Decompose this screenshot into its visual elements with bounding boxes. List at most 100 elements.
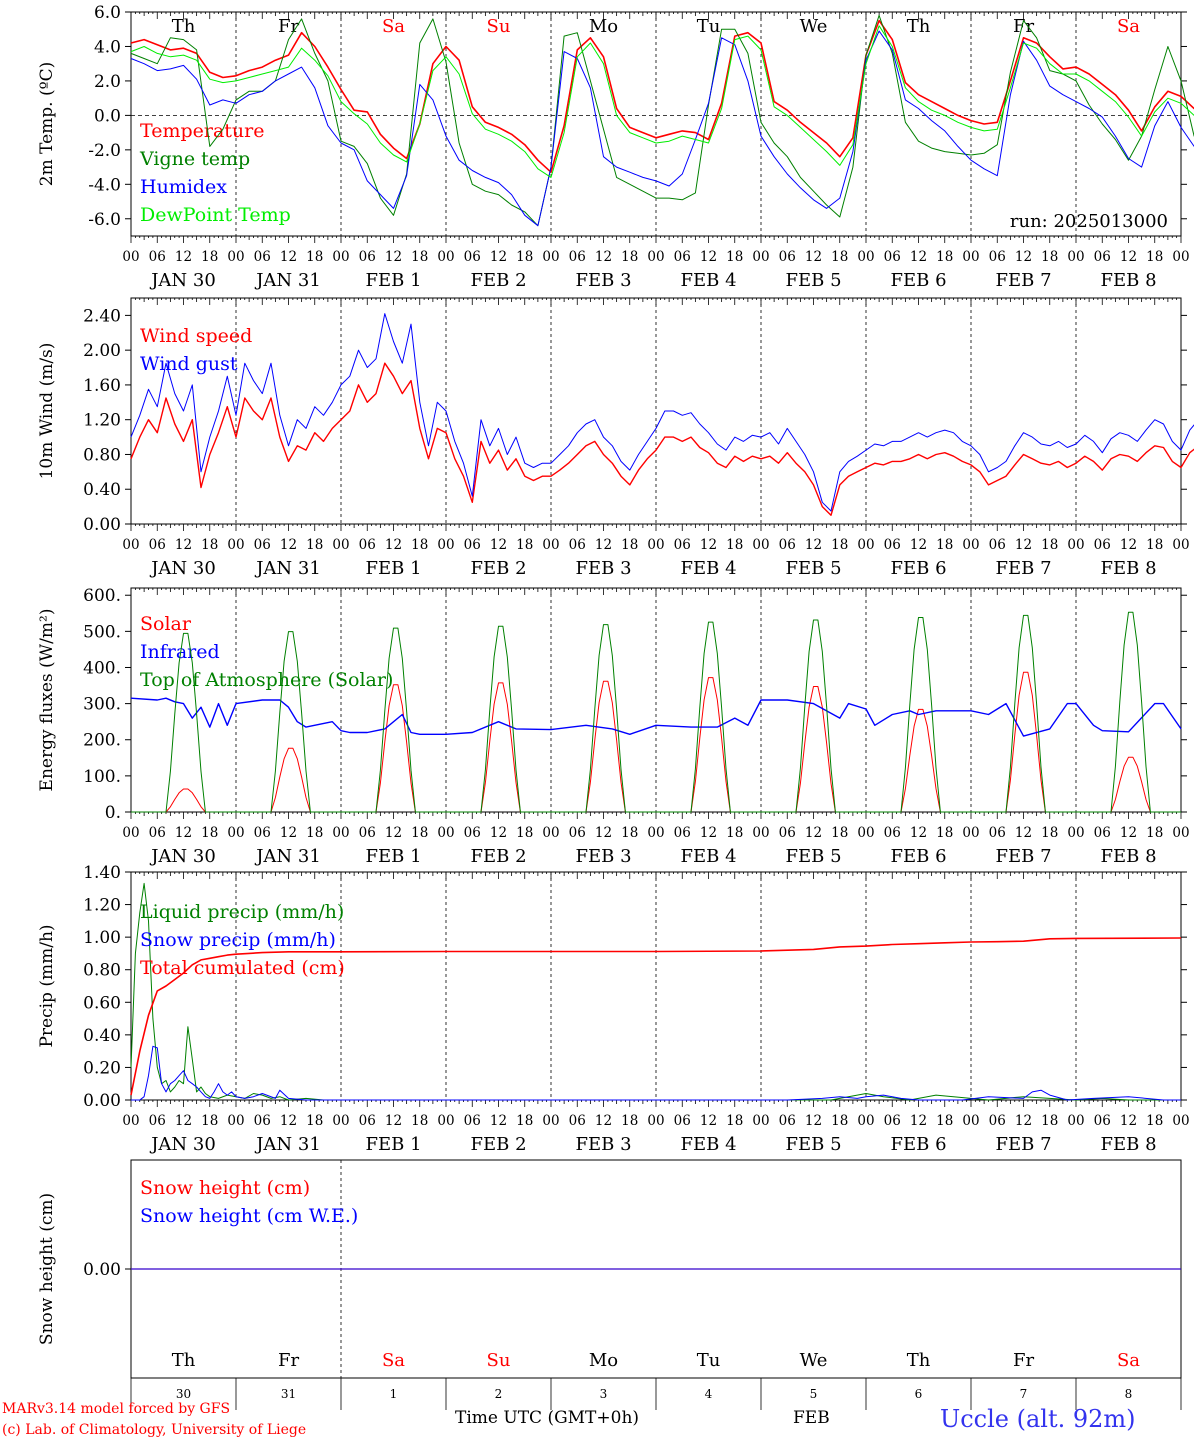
series-line-infrared	[130, 697, 1182, 737]
hour-tick-label: 06	[464, 1113, 481, 1129]
date-label: JAN 30	[149, 558, 216, 579]
y-tick-label: -6.0	[88, 210, 121, 230]
station-name: Uccle (alt. 92m)	[940, 1405, 1136, 1433]
y-tick-label: 0.40	[83, 480, 121, 500]
y-tick-label: 2.40	[83, 306, 121, 326]
y-axis-label: Energy fluxes (W/m²)	[37, 609, 57, 792]
hour-tick-label: 18	[201, 825, 218, 841]
y-tick-label: 1.20	[83, 896, 121, 916]
date-label: JAN 31	[254, 1134, 321, 1155]
date-label: JAN 31	[254, 558, 321, 579]
series-line-top-of-atmosphere-solar	[131, 611, 1181, 813]
hour-tick-label: 18	[516, 1113, 533, 1129]
hour-tick-label: 00	[857, 825, 874, 841]
hour-tick-label: 00	[857, 249, 874, 265]
hour-tick-label: 00	[227, 1113, 244, 1129]
hour-tick-label: 00	[647, 825, 664, 841]
hour-tick-label: 18	[516, 825, 533, 841]
hour-tick-label: 18	[936, 249, 953, 265]
hour-tick-label: 06	[149, 825, 166, 841]
date-label: JAN 31	[254, 270, 321, 291]
hour-tick-label: 06	[674, 1113, 691, 1129]
hour-tick-label: 12	[175, 825, 192, 841]
hour-tick-label: 06	[464, 825, 481, 841]
date-label: FEB 1	[365, 846, 421, 867]
weekday-label: Mo	[589, 1350, 618, 1371]
hour-tick-label: 18	[726, 249, 743, 265]
day-number-label: 6	[915, 1387, 923, 1401]
hour-tick-label: 00	[1067, 537, 1084, 553]
weekday-label: Fr	[1013, 16, 1034, 37]
date-label: FEB 1	[365, 1134, 421, 1155]
hour-tick-label: 12	[1120, 537, 1137, 553]
legend-entry: Humidex	[140, 176, 227, 198]
hour-tick-label: 12	[1015, 537, 1032, 553]
panel-4: 0.00 0.20 0.40 0.60 0.80 1.00 1.20 1.40 Precip (…	[37, 863, 1190, 1155]
hour-tick-label: 12	[595, 249, 612, 265]
weekday-label: Sa	[1117, 16, 1140, 37]
hour-tick-label: 00	[752, 825, 769, 841]
hour-tick-label: 06	[359, 537, 376, 553]
weekday-label: Sa	[382, 16, 405, 37]
hour-tick-label: 00	[437, 537, 454, 553]
hour-tick-label: 06	[569, 249, 586, 265]
y-axis-label: Precip (mm/h)	[37, 924, 57, 1047]
series-line-liquid-precip-mm-h	[130, 882, 1181, 1101]
hour-tick-label: 00	[962, 825, 979, 841]
day-number-label: 7	[1020, 1387, 1028, 1401]
date-label: FEB 8	[1100, 1134, 1156, 1155]
date-label: FEB 8	[1100, 846, 1156, 867]
y-tick-label: 1.00	[83, 928, 121, 948]
hour-tick-label: 18	[411, 1113, 428, 1129]
weekday-label: Sa	[1117, 1350, 1140, 1371]
y-axis-label: Snow height (cm)	[37, 1193, 57, 1345]
weekday-label: Su	[487, 16, 511, 37]
hour-tick-label: 00	[122, 537, 139, 553]
y-tick-label: 1.60	[83, 376, 121, 396]
date-label: FEB 7	[995, 558, 1051, 579]
hour-tick-label: 18	[1146, 1113, 1163, 1129]
hour-tick-label: 18	[201, 537, 218, 553]
date-label: JAN 30	[149, 270, 216, 291]
hour-tick-label: 06	[989, 537, 1006, 553]
y-tick-label: 0.80	[83, 445, 121, 465]
weekday-label: Th	[907, 16, 931, 37]
date-label: FEB 1	[365, 558, 421, 579]
y-tick-label: 500.	[83, 622, 121, 642]
day-number-label: 3	[600, 1387, 608, 1401]
legend-entry: Wind gust	[140, 353, 238, 375]
hour-tick-label: 06	[149, 249, 166, 265]
y-tick-label: 0.00	[83, 515, 121, 535]
hour-tick-label: 00	[227, 537, 244, 553]
day-number-label: 1	[390, 1387, 398, 1401]
hour-tick-label: 18	[621, 537, 638, 553]
date-label: FEB 4	[680, 558, 736, 579]
hour-tick-label: 06	[674, 249, 691, 265]
series-line-total-cumulated-cm	[130, 937, 1182, 1096]
date-label: FEB 1	[365, 270, 421, 291]
y-tick-label: 0.0	[94, 106, 121, 126]
hour-tick-label: 00	[332, 825, 349, 841]
hour-tick-label: 06	[149, 1113, 166, 1129]
hour-tick-label: 12	[1120, 1113, 1137, 1129]
hour-tick-label: 12	[490, 249, 507, 265]
hour-tick-label: 18	[726, 1113, 743, 1129]
hour-tick-label: 06	[254, 825, 271, 841]
hour-tick-label: 06	[989, 825, 1006, 841]
hour-tick-label: 06	[149, 537, 166, 553]
hour-tick-label: 12	[910, 249, 927, 265]
hour-tick-label: 18	[726, 537, 743, 553]
hour-tick-label: 12	[910, 1113, 927, 1129]
hour-tick-label: 00	[1172, 537, 1189, 553]
date-label: FEB 2	[470, 846, 526, 867]
legend-entry: Wind speed	[140, 325, 252, 347]
hour-tick-label: 18	[936, 825, 953, 841]
hour-tick-label: 18	[831, 537, 848, 553]
legend-entry: Temperature	[140, 120, 264, 142]
hour-tick-label: 00	[437, 249, 454, 265]
date-label: FEB 8	[1100, 558, 1156, 579]
date-label: FEB 5	[785, 1134, 841, 1155]
hour-tick-label: 06	[674, 537, 691, 553]
panel-3: 0. 100. 200. 300. 400. 500. 600. Energy fluxes …	[37, 586, 1190, 867]
